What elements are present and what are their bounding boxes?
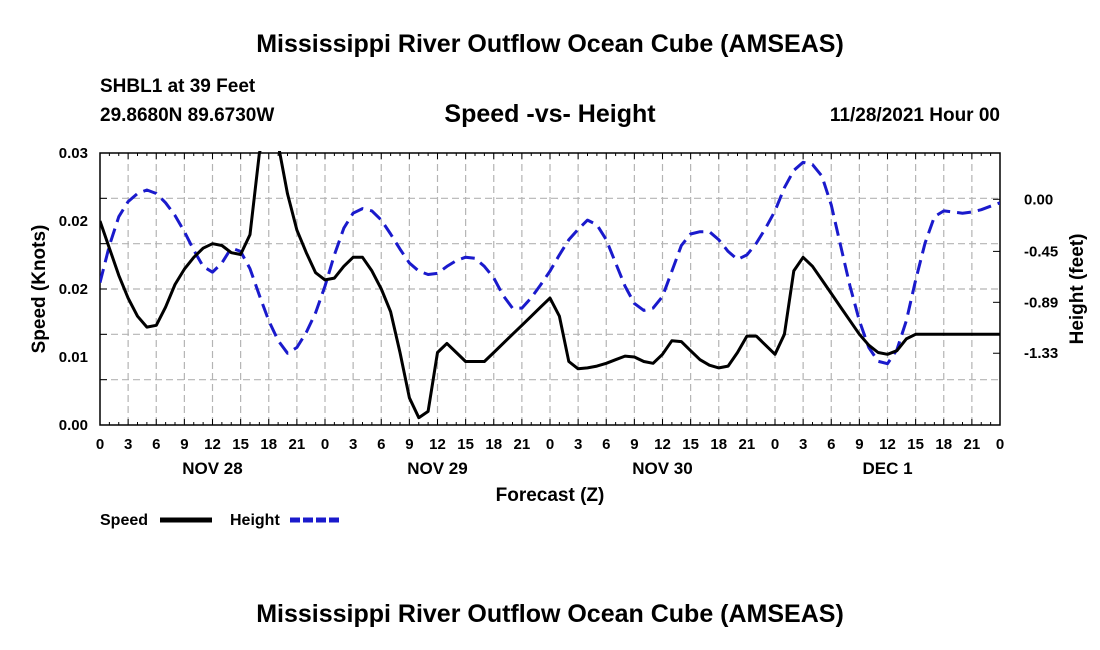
x-tick-label: 9 <box>630 436 638 453</box>
day-label: NOV 29 <box>407 459 467 478</box>
x-tick-label: 21 <box>514 436 531 453</box>
y-axis-title: Speed (Knots) <box>29 225 50 354</box>
y2-axis-title: Height (feet) <box>1067 234 1088 345</box>
speed-series-line <box>100 151 1000 420</box>
x-tick-label: 3 <box>349 436 357 453</box>
x-tick-label: 9 <box>405 436 413 453</box>
x-tick-label: 0 <box>996 436 1004 453</box>
y-tick-label: 0.00 <box>59 417 88 434</box>
date-label: 11/28/2021 Hour 00 <box>829 105 1000 126</box>
x-tick-label: 15 <box>907 436 924 453</box>
y2-tick-label: -1.33 <box>1024 345 1058 362</box>
day-label: DEC 1 <box>862 459 912 478</box>
x-tick-label: 6 <box>827 436 835 453</box>
x-tick-label: 0 <box>771 436 779 453</box>
x-tick-label: 15 <box>232 436 249 453</box>
height-series-line <box>100 160 1000 366</box>
x-tick-label: 6 <box>152 436 160 453</box>
y-tick-label: 0.01 <box>59 349 88 366</box>
chart-title: Mississippi River Outflow Ocean Cube (AM… <box>256 30 844 58</box>
x-tick-label: 21 <box>289 436 306 453</box>
x-tick-label: 12 <box>429 436 446 453</box>
chart-title-repeat: Mississippi River Outflow Ocean Cube (AM… <box>256 600 844 628</box>
x-tick-label: 18 <box>935 436 952 453</box>
x-tick-label: 9 <box>855 436 863 453</box>
plot-frame <box>99 152 1001 426</box>
x-tick-label: 15 <box>457 436 474 453</box>
x-tick-label: 21 <box>739 436 756 453</box>
x-tick-label: 3 <box>799 436 807 453</box>
x-tick-label: 6 <box>377 436 385 453</box>
x-tick-label: 3 <box>124 436 132 453</box>
y-tick-label: 0.03 <box>59 145 88 162</box>
x-tick-label: 12 <box>204 436 221 453</box>
x-tick-label: 12 <box>879 436 896 453</box>
x-tick-label: 15 <box>682 436 699 453</box>
x-tick-label: 0 <box>321 436 329 453</box>
y2-tick-label: 0.00 <box>1024 191 1053 208</box>
x-tick-label: 9 <box>180 436 188 453</box>
legend-speed-label: Speed <box>100 512 148 529</box>
day-label: NOV 28 <box>182 459 242 478</box>
x-tick-label: 0 <box>96 436 104 453</box>
x-tick-label: 6 <box>602 436 610 453</box>
chart-subtitle: Speed -vs- Height <box>444 100 656 128</box>
y-tick-label: 0.02 <box>59 213 88 230</box>
y2-tick-label: -0.45 <box>1024 243 1058 260</box>
x-tick-label: 18 <box>260 436 277 453</box>
x-axis-title: Forecast (Z) <box>496 485 605 506</box>
x-tick-label: 21 <box>964 436 981 453</box>
station-label: SHBL1 at 39 Feet <box>100 76 256 97</box>
legend-height-label: Height <box>230 512 280 529</box>
x-tick-label: 3 <box>574 436 582 453</box>
x-tick-label: 0 <box>546 436 554 453</box>
coordinates-label: 29.8680N 89.6730W <box>100 105 275 126</box>
y2-tick-label: -0.89 <box>1024 294 1058 311</box>
x-tick-label: 18 <box>485 436 502 453</box>
y-tick-label: 0.02 <box>59 281 88 298</box>
x-tick-label: 12 <box>654 436 671 453</box>
day-label: NOV 30 <box>632 459 692 478</box>
x-tick-label: 18 <box>710 436 727 453</box>
